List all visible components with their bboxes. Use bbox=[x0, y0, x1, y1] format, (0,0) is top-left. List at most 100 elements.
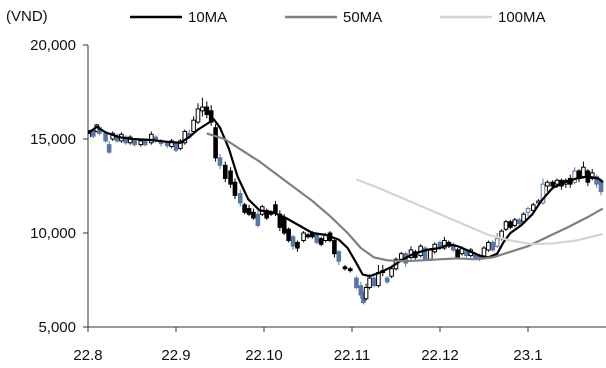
candle-body bbox=[389, 268, 394, 277]
candle-body bbox=[332, 240, 337, 255]
x-tick-label: 22.11 bbox=[334, 347, 370, 364]
candle-body bbox=[540, 183, 546, 204]
x-tick-label: 22.10 bbox=[245, 347, 283, 364]
candle bbox=[290, 234, 296, 250]
x-tick-label: 23.1 bbox=[513, 347, 542, 364]
candle bbox=[442, 236, 447, 250]
candle bbox=[204, 101, 210, 119]
candle bbox=[149, 131, 154, 145]
candle-body bbox=[149, 133, 154, 144]
candle bbox=[123, 135, 129, 145]
candle bbox=[512, 217, 518, 228]
candle bbox=[237, 189, 243, 207]
candle bbox=[384, 276, 390, 284]
candle-body bbox=[367, 277, 372, 289]
candle-body bbox=[204, 106, 210, 116]
legend-label: 10MA bbox=[188, 9, 227, 26]
candle-body bbox=[354, 277, 359, 289]
candle-body bbox=[512, 219, 518, 226]
candle-body bbox=[222, 164, 228, 179]
candle-body bbox=[594, 176, 599, 185]
candle bbox=[347, 266, 353, 273]
candle bbox=[358, 281, 364, 299]
candle-body bbox=[200, 106, 205, 112]
candle bbox=[169, 139, 174, 149]
candle bbox=[508, 219, 513, 230]
candle bbox=[314, 233, 320, 245]
candle bbox=[490, 240, 496, 252]
candle-body bbox=[516, 219, 522, 225]
x-tick-label: 22.8 bbox=[73, 347, 102, 364]
candle bbox=[242, 202, 247, 215]
candle bbox=[422, 246, 428, 262]
candle bbox=[516, 217, 522, 226]
candle-body bbox=[305, 234, 311, 238]
candle-body bbox=[295, 241, 300, 249]
candle-body bbox=[428, 249, 433, 260]
candle-body bbox=[273, 204, 278, 213]
candle bbox=[354, 276, 359, 290]
candle-body bbox=[169, 140, 174, 148]
candle-body bbox=[281, 217, 287, 234]
candle-body bbox=[490, 241, 496, 251]
y-tick-label: 10,000 bbox=[30, 225, 76, 242]
candle bbox=[450, 242, 456, 252]
candle-body bbox=[195, 108, 201, 123]
candle-body bbox=[191, 119, 196, 132]
candle-body bbox=[164, 142, 170, 147]
candle bbox=[228, 167, 233, 188]
candle bbox=[376, 264, 381, 288]
candle-body bbox=[182, 130, 188, 144]
candle bbox=[132, 139, 137, 147]
candle bbox=[525, 206, 531, 217]
candle-body bbox=[554, 179, 560, 185]
candle-body bbox=[138, 140, 144, 146]
candle bbox=[286, 227, 291, 243]
candle-body bbox=[494, 238, 500, 247]
candle-body bbox=[103, 132, 108, 142]
legend-label: 100MA bbox=[498, 9, 546, 26]
candle bbox=[332, 238, 337, 258]
x-tick-label: 22.9 bbox=[161, 347, 190, 364]
candle-body bbox=[455, 249, 460, 258]
candle-body bbox=[132, 140, 137, 146]
candle bbox=[246, 204, 252, 217]
candle-body bbox=[572, 170, 577, 183]
candle-body bbox=[347, 268, 353, 272]
candle bbox=[182, 129, 188, 145]
candle-body bbox=[503, 221, 509, 230]
ma-line-10ma bbox=[87, 118, 604, 278]
candle bbox=[305, 233, 311, 239]
candle-body bbox=[342, 266, 348, 270]
y-tick-label: 20,000 bbox=[30, 37, 76, 54]
candle-body bbox=[213, 127, 218, 159]
candle-body bbox=[246, 208, 252, 215]
candle-body bbox=[237, 193, 243, 204]
candle-body bbox=[255, 213, 261, 226]
candle-body bbox=[550, 181, 555, 187]
candle bbox=[106, 140, 112, 155]
candle bbox=[464, 249, 469, 258]
candle bbox=[277, 210, 283, 232]
ma-line-100ma bbox=[356, 178, 604, 246]
y-unit-label: (VND) bbox=[6, 8, 48, 25]
axes: 5,000 10,000 15,000 20,000 22.8 22.9 22.10 22.1… bbox=[30, 37, 606, 364]
candle bbox=[486, 240, 491, 252]
candle bbox=[594, 174, 599, 188]
candle bbox=[494, 233, 500, 249]
candle-body bbox=[486, 241, 491, 251]
candle bbox=[581, 161, 586, 179]
candle-body bbox=[525, 208, 531, 213]
candle bbox=[572, 167, 577, 185]
candle-body bbox=[318, 238, 324, 245]
candle bbox=[336, 249, 342, 265]
candle bbox=[295, 240, 300, 252]
candle bbox=[389, 266, 394, 279]
candle bbox=[178, 139, 183, 151]
candle-body bbox=[286, 228, 291, 242]
candle-body bbox=[363, 287, 369, 300]
candle bbox=[363, 283, 369, 301]
candle-body bbox=[314, 234, 320, 243]
candle bbox=[191, 116, 196, 134]
